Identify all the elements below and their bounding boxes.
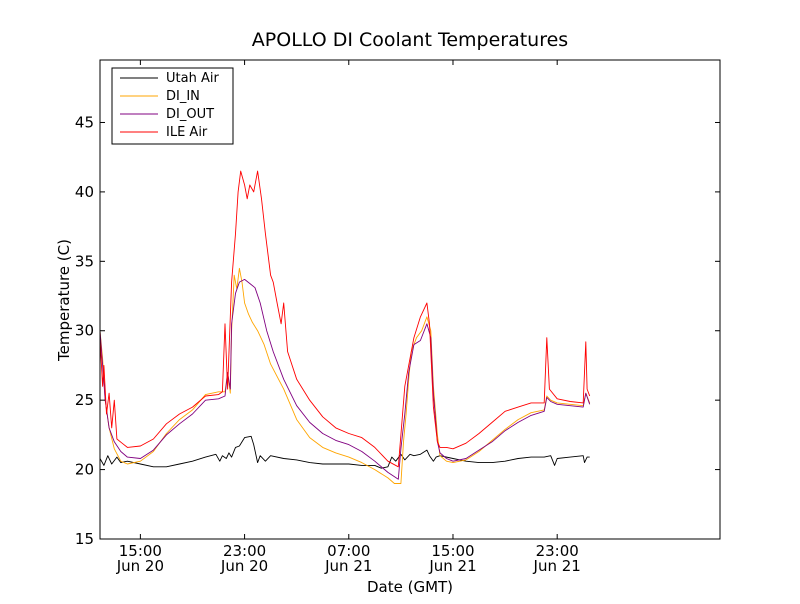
legend: Utah Air DI_IN DI_OUT ILE Air — [111, 67, 234, 145]
legend-label: ILE Air — [166, 125, 208, 140]
legend-box — [111, 67, 234, 145]
x-tick-time-label: 07:00 — [327, 542, 370, 560]
plot-area — [99, 170, 591, 484]
x-tick-date-label: Jun 20 — [220, 557, 268, 575]
series-line-ile-air — [99, 170, 591, 468]
legend-label: Utah Air — [166, 71, 219, 86]
x-axis-label: Date (GMT) — [367, 578, 453, 596]
legend-label: DI_IN — [166, 89, 200, 104]
x-tick-time-label: 15:00 — [119, 542, 162, 560]
x-tick-time-label: 15:00 — [431, 542, 474, 560]
x-tick-date-label: Jun 21 — [324, 557, 372, 575]
x-tick-date-label: Jun 21 — [533, 557, 581, 575]
series-line-di-out — [99, 278, 591, 480]
series-line-di-in — [99, 267, 591, 484]
x-tick-date-label: Jun 21 — [428, 557, 476, 575]
x-tick-date-label: Jun 20 — [116, 557, 164, 575]
chart-title: APOLLO DI Coolant Temperatures — [252, 29, 568, 51]
y-axis-ticks: 15 20 25 30 35 40 45 — [75, 113, 720, 548]
legend-label: DI_OUT — [166, 107, 214, 122]
y-tick-label: 40 — [75, 183, 94, 201]
y-tick-label: 30 — [75, 322, 94, 340]
y-axis-label: Temperature (C) — [55, 239, 73, 362]
series-line-utah-air — [99, 435, 590, 469]
plot-frame — [99, 59, 721, 540]
x-tick-time-label: 23:00 — [536, 542, 579, 560]
y-tick-label: 20 — [75, 461, 94, 479]
y-tick-label: 35 — [75, 252, 94, 270]
x-tick-time-label: 23:00 — [223, 542, 266, 560]
y-tick-label: 45 — [75, 113, 94, 131]
y-tick-label: 15 — [75, 530, 94, 548]
y-tick-label: 25 — [75, 391, 94, 409]
